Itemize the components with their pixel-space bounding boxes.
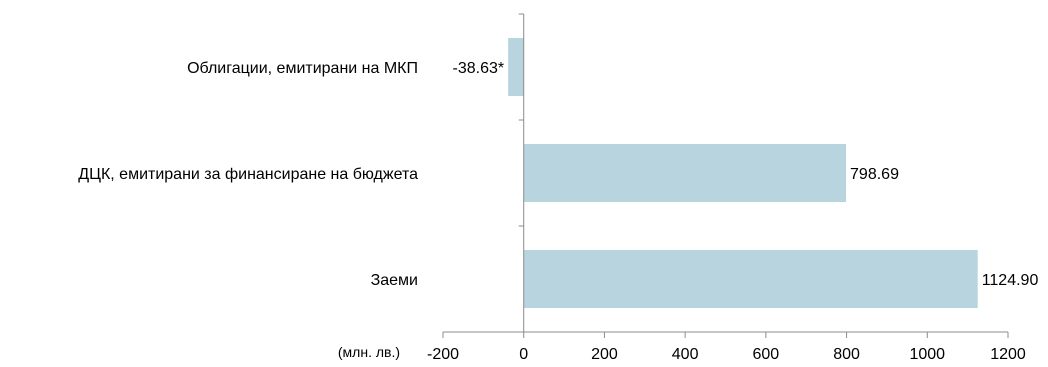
labels-group: Облигации, емитирани на МКП -38.63* ДЦК, е… [78, 60, 1038, 363]
bar [523, 250, 978, 308]
category-label: Заеми [371, 272, 418, 289]
bar [523, 144, 847, 202]
x-tick-label: 800 [833, 346, 860, 363]
axes-group [442, 13, 1009, 338]
x-tick-label: 200 [591, 346, 618, 363]
data-label: 1124.90 [982, 272, 1039, 289]
data-label: 798.69 [850, 166, 899, 183]
bars-group [508, 38, 978, 308]
category-label: Облигации, емитирани на МКП [187, 60, 418, 77]
x-tick-label: 400 [672, 346, 699, 363]
x-tick-label: -200 [427, 346, 459, 363]
bar [508, 38, 524, 96]
data-label: -38.63* [453, 60, 505, 77]
unit-label: (млн. лв.) [338, 344, 400, 360]
x-tick-label: 600 [753, 346, 780, 363]
x-tick-label: 0 [519, 346, 528, 363]
x-tick-label: 1200 [990, 346, 1026, 363]
x-tick-label: 1000 [909, 346, 945, 363]
category-label: ДЦК, емитирани за финансиране на бюджета [78, 166, 418, 183]
